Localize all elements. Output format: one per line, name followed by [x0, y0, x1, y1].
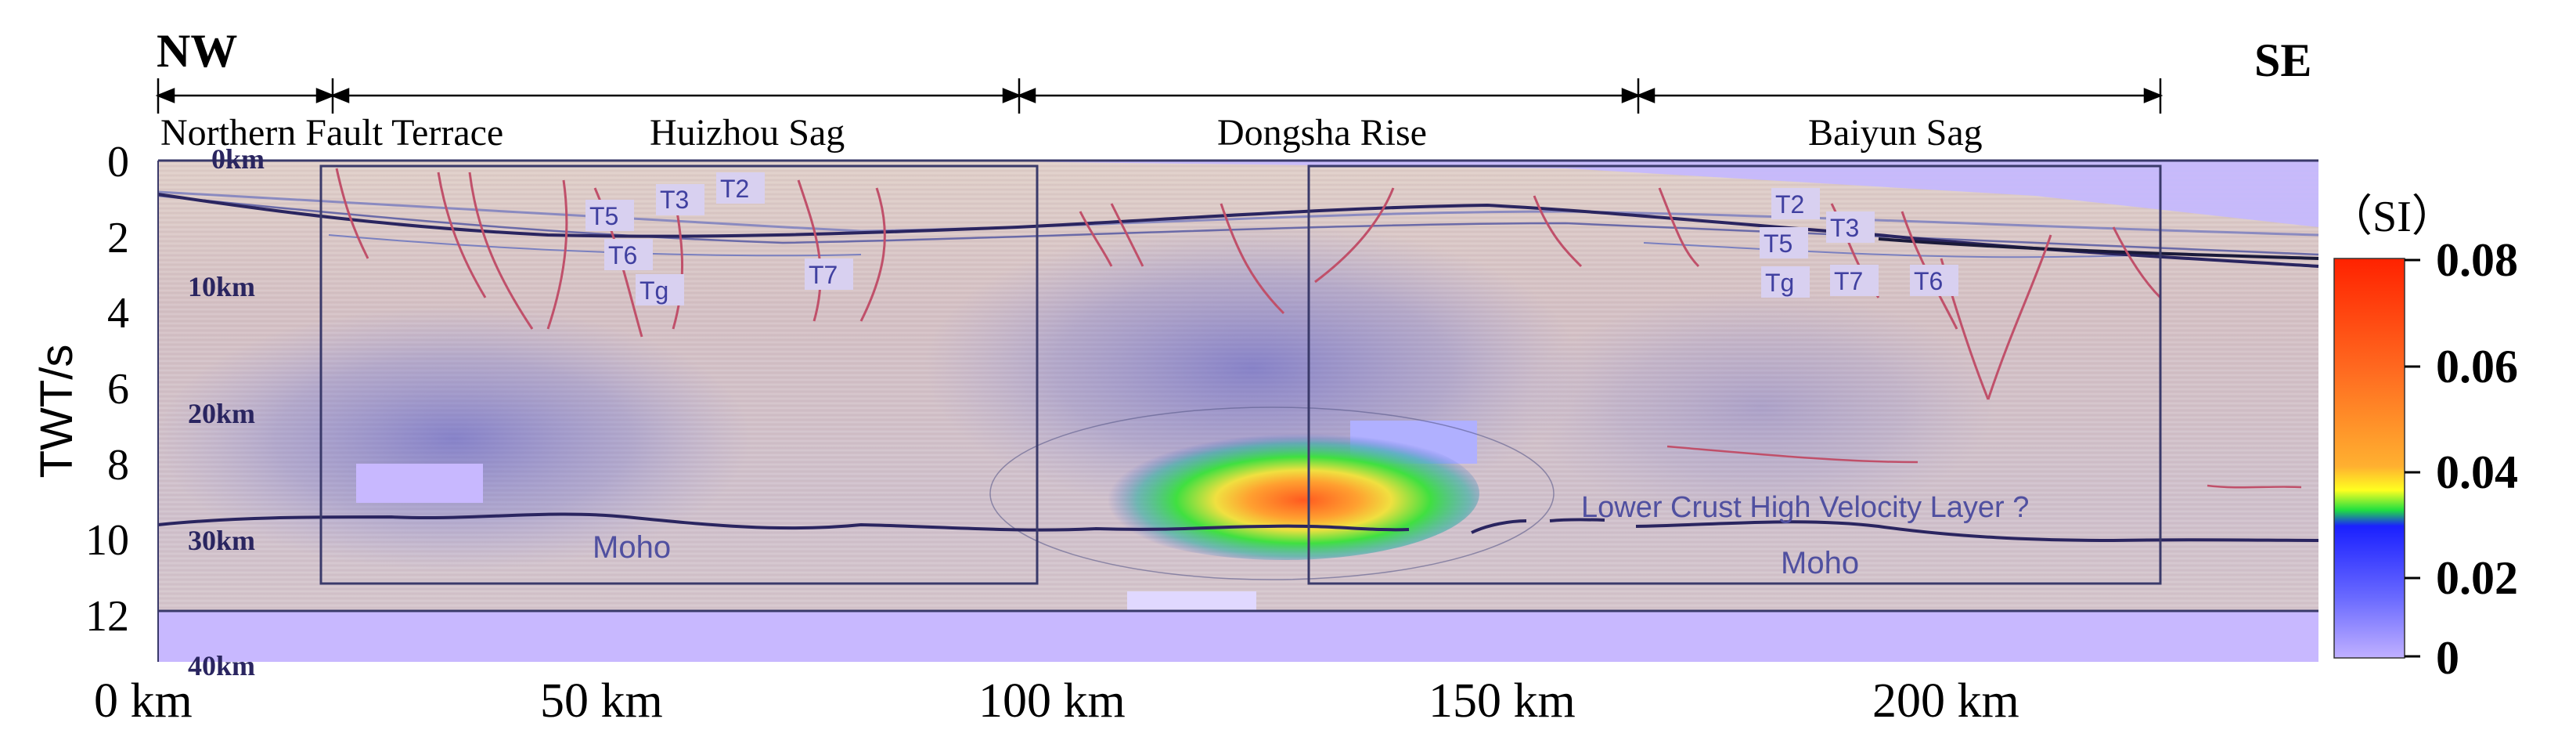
horizon-label-right-t2: T2: [1775, 190, 1804, 219]
colorbar-tick-002: 0.02: [2436, 552, 2518, 604]
colorbar-tick-0: 0: [2436, 632, 2459, 684]
y-axis-label: TWT/s: [31, 345, 82, 479]
seismic-panel: T2 T3 T5 T6 Tg T7 T2 T3 T5 Tg T7 T6 Moho: [157, 143, 2319, 681]
blue-shading-right: [1526, 290, 1996, 525]
horizon-label-right-t5: T5: [1764, 229, 1792, 258]
moho-segment-2: [1549, 518, 1605, 522]
depth-tick-30: 30km: [188, 525, 255, 556]
horizon-label-right-tg: Tg: [1765, 269, 1794, 297]
x-tick-0: 0 km: [94, 674, 193, 728]
colorbar-tick-006: 0.06: [2436, 341, 2518, 392]
colorbar-tick-004: 0.04: [2436, 446, 2518, 498]
horizon-labels: T2 T3 T5 T6 Tg T7 T2 T3 T5 Tg T7 T6: [585, 172, 1958, 305]
colorbar-tick-marks: [2405, 258, 2420, 658]
box-baiyun: [1307, 164, 2162, 585]
anomaly-contour: [989, 407, 1555, 580]
y-tick-10: 10: [85, 516, 129, 565]
y-tick-8: 8: [107, 441, 129, 490]
anomaly-patch-left: [356, 464, 483, 503]
region-labels: Northern Fault Terrace Huizhou Sag Dongs…: [160, 112, 1983, 154]
x-ticks: 0 km 50 km 100 km 150 km 200 km: [94, 674, 2019, 728]
horizon-line-4: [1643, 242, 2153, 258]
horizon-label-t6: T6: [608, 241, 637, 269]
colorbar-tick-008: 0.08: [2436, 234, 2518, 286]
x-tick-100: 100 km: [978, 674, 1126, 728]
moho-label-right: Moho: [1781, 546, 1859, 580]
basement-horizon-right: [1878, 237, 2319, 260]
colorbar-ticks: 0.08 0.06 0.04 0.02 0: [2436, 234, 2518, 684]
colorbar-unit: （SI）: [2329, 193, 2455, 241]
box-huizhou: [319, 164, 1039, 585]
y-tick-0: 0: [107, 138, 129, 186]
x-tick-200: 200 km: [1872, 674, 2019, 728]
bottom-band: [158, 611, 2318, 662]
moho-line-center: [1267, 524, 1410, 532]
horizon-label-t5: T5: [589, 202, 618, 230]
colorbar-scale: [2333, 258, 2405, 659]
moho-line-right: [1635, 520, 2319, 543]
blue-shading-left: [157, 305, 751, 572]
horizon-label-right-t7: T7: [1834, 267, 1863, 295]
horizon-line-1: [157, 190, 2319, 237]
horizon-label-t3: T3: [660, 186, 689, 214]
magnetic-anomaly: [1088, 427, 1479, 560]
horizon-label-tg: Tg: [639, 276, 668, 305]
colorbar: （SI） 0.08 0.06 0.04 0.02 0: [2329, 193, 2518, 684]
water-wedge: [158, 161, 2318, 227]
horizon-label-right-t6: T6: [1914, 267, 1943, 295]
y-tick-6: 6: [107, 365, 129, 414]
depth-ticks: 0km 10km 20km 30km 40km: [188, 143, 265, 681]
region-label-huizhou-sag: Huizhou Sag: [650, 112, 845, 154]
depth-tick-10: 10km: [188, 271, 255, 302]
y-tick-2: 2: [107, 214, 129, 262]
region-label-baiyun-sag: Baiyun Sag: [1808, 112, 1983, 154]
depth-tick-0: 0km: [211, 143, 265, 175]
moho-label-left: Moho: [593, 530, 671, 565]
x-tick-150: 150 km: [1429, 674, 1576, 728]
region-label-dongsha-rise: Dongsha Rise: [1217, 112, 1427, 154]
horizon-label-right-t3: T3: [1830, 214, 1859, 242]
moho-segment-1: [1471, 519, 1527, 534]
region-label-northern-fault-terrace: Northern Fault Terrace: [160, 112, 503, 154]
basement-horizon: [157, 193, 2319, 268]
horizon-label-t7: T7: [809, 261, 838, 289]
horizon-label-t2: T2: [720, 175, 749, 203]
horizon-line-3: [328, 234, 862, 257]
y-ticks: 0 2 4 6 8 10 12: [85, 138, 129, 641]
orientation-se: SE: [2254, 34, 2311, 86]
orientation-nw: NW: [157, 25, 237, 77]
depth-tick-40: 40km: [188, 650, 255, 681]
depth-tick-20: 20km: [188, 398, 255, 429]
region-brackets: [155, 78, 2163, 114]
x-tick-50: 50 km: [540, 674, 663, 728]
anomaly-patch-bottom: [1127, 591, 1256, 611]
y-tick-4: 4: [107, 289, 129, 338]
moho-line-left: [157, 512, 1269, 532]
hvl-label: Lower Crust High Velocity Layer ?: [1581, 491, 2029, 524]
y-tick-12: 12: [85, 592, 129, 641]
